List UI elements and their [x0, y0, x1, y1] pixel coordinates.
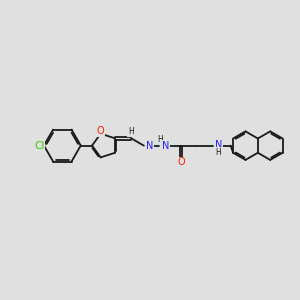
Text: H: H [128, 127, 134, 136]
Text: N: N [162, 141, 169, 151]
Text: O: O [177, 157, 185, 167]
Text: N: N [215, 140, 223, 150]
Text: O: O [97, 126, 104, 136]
Text: H: H [215, 148, 221, 157]
Text: H: H [157, 135, 163, 144]
Text: N: N [146, 141, 154, 151]
Text: Cl: Cl [34, 140, 45, 151]
